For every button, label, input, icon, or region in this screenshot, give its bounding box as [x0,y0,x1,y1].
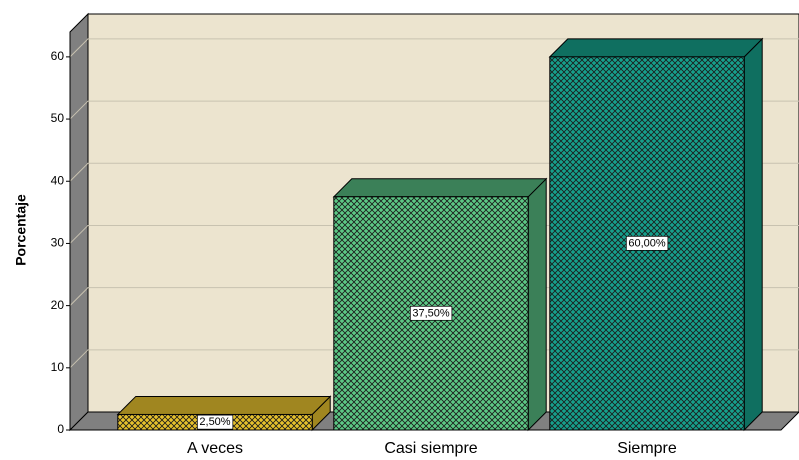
y-tick-label: 30 [51,236,65,250]
y-axis-label: Porcentaje [13,194,29,266]
y-tick-label: 10 [51,360,65,374]
y-tick-label: 40 [51,173,65,187]
x-tick-label: Casi siempre [384,440,477,457]
bar-top [116,395,332,415]
x-tick-label: A veces [187,440,243,457]
value-label-box [409,305,453,321]
y-tick-label: 20 [51,298,65,312]
x-tick-label: Siempre [617,440,677,457]
value-label-box [625,235,669,251]
bar-top [332,178,548,198]
side-wall [69,12,89,432]
bar-side [527,177,547,432]
grid-line [69,38,799,58]
bar-top [548,38,764,58]
y-tick-label: 0 [57,422,64,436]
bar-side [743,37,763,432]
value-label: 60,00% [628,237,666,249]
y-tick-label: 50 [51,111,65,125]
value-label-box [197,414,234,430]
value-label: 37,50% [412,307,450,319]
value-label: 2,50% [199,416,230,428]
y-tick-label: 60 [51,49,65,63]
